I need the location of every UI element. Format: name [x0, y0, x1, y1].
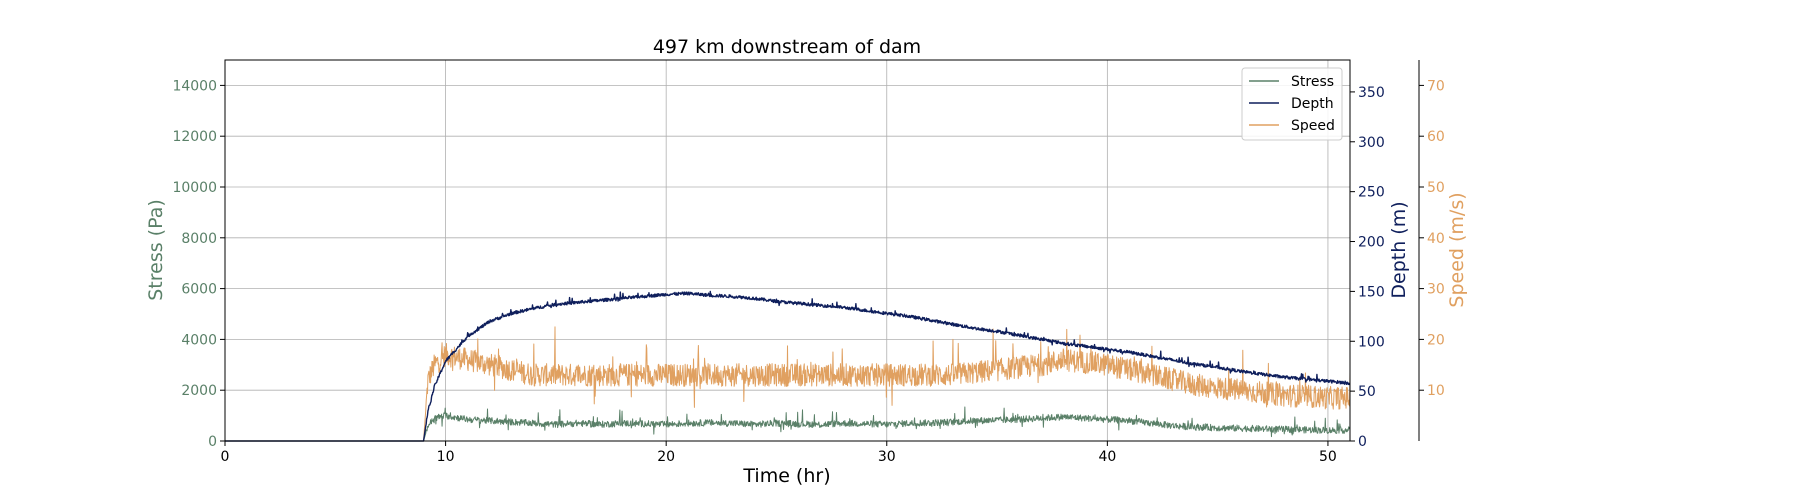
speed-tick-label: 60	[1427, 129, 1445, 145]
speed-axis-label: Speed (m/s)	[1446, 192, 1468, 307]
depth-tick-label: 350	[1358, 85, 1385, 101]
stress-tick-label: 8000	[181, 231, 217, 247]
x-tick-label: 30	[878, 449, 896, 465]
stress-tick-label: 0	[208, 434, 217, 450]
depth-tick-label: 50	[1358, 384, 1376, 400]
depth-tick-label: 0	[1358, 434, 1367, 450]
stress-tick-label: 12000	[172, 129, 217, 145]
depth-tick-label: 200	[1358, 235, 1385, 251]
legend-box	[1241, 67, 1343, 141]
depth-tick-label: 250	[1358, 185, 1385, 201]
depth-tick-label: 100	[1358, 334, 1385, 350]
stress-axis-label: Stress (Pa)	[145, 199, 167, 301]
speed-tick-label: 50	[1427, 180, 1445, 196]
x-axis-label: Time (hr)	[742, 465, 830, 487]
x-axis: 0 10 20 30 40 50	[221, 441, 1337, 465]
legend-label-depth: Depth	[1291, 96, 1334, 112]
stress-tick-label: 2000	[181, 383, 217, 399]
x-tick-label: 0	[221, 449, 230, 465]
stress-tick-label: 14000	[172, 78, 217, 94]
depth-axis-label: Depth (m)	[1388, 201, 1410, 298]
depth-axis: 0 50 100 150 200 250 300 350	[1350, 85, 1385, 450]
stress-tick-label: 4000	[181, 332, 217, 348]
speed-tick-label: 30	[1427, 282, 1445, 298]
speed-tick-label: 70	[1427, 78, 1445, 94]
stress-tick-label: 6000	[181, 282, 217, 298]
legend: Stress Depth Speed	[1241, 67, 1343, 141]
stress-tick-label: 10000	[172, 180, 217, 196]
x-tick-label: 40	[1098, 449, 1116, 465]
series-group	[224, 290, 1351, 442]
plot-frame	[224, 59, 1351, 442]
speed-tick-label: 20	[1427, 332, 1445, 348]
speed-tick-label: 40	[1427, 231, 1445, 247]
x-tick-label: 50	[1319, 449, 1337, 465]
legend-label-stress: Stress	[1291, 74, 1334, 90]
legend-label-speed: Speed	[1291, 118, 1335, 134]
x-tick-label: 20	[657, 449, 675, 465]
series-line-stress	[224, 406, 1351, 442]
depth-tick-label: 300	[1358, 135, 1385, 151]
stress-axis: 0 2000 4000 6000 8000 10000 12000 14000	[172, 78, 225, 450]
depth-tick-label: 150	[1358, 284, 1385, 300]
chart-title: 497 km downstream of dam	[653, 36, 921, 58]
speed-tick-label: 10	[1427, 383, 1445, 399]
speed-axis: 10 20 30 40 50 60 70	[1418, 60, 1445, 441]
x-tick-label: 10	[437, 449, 455, 465]
